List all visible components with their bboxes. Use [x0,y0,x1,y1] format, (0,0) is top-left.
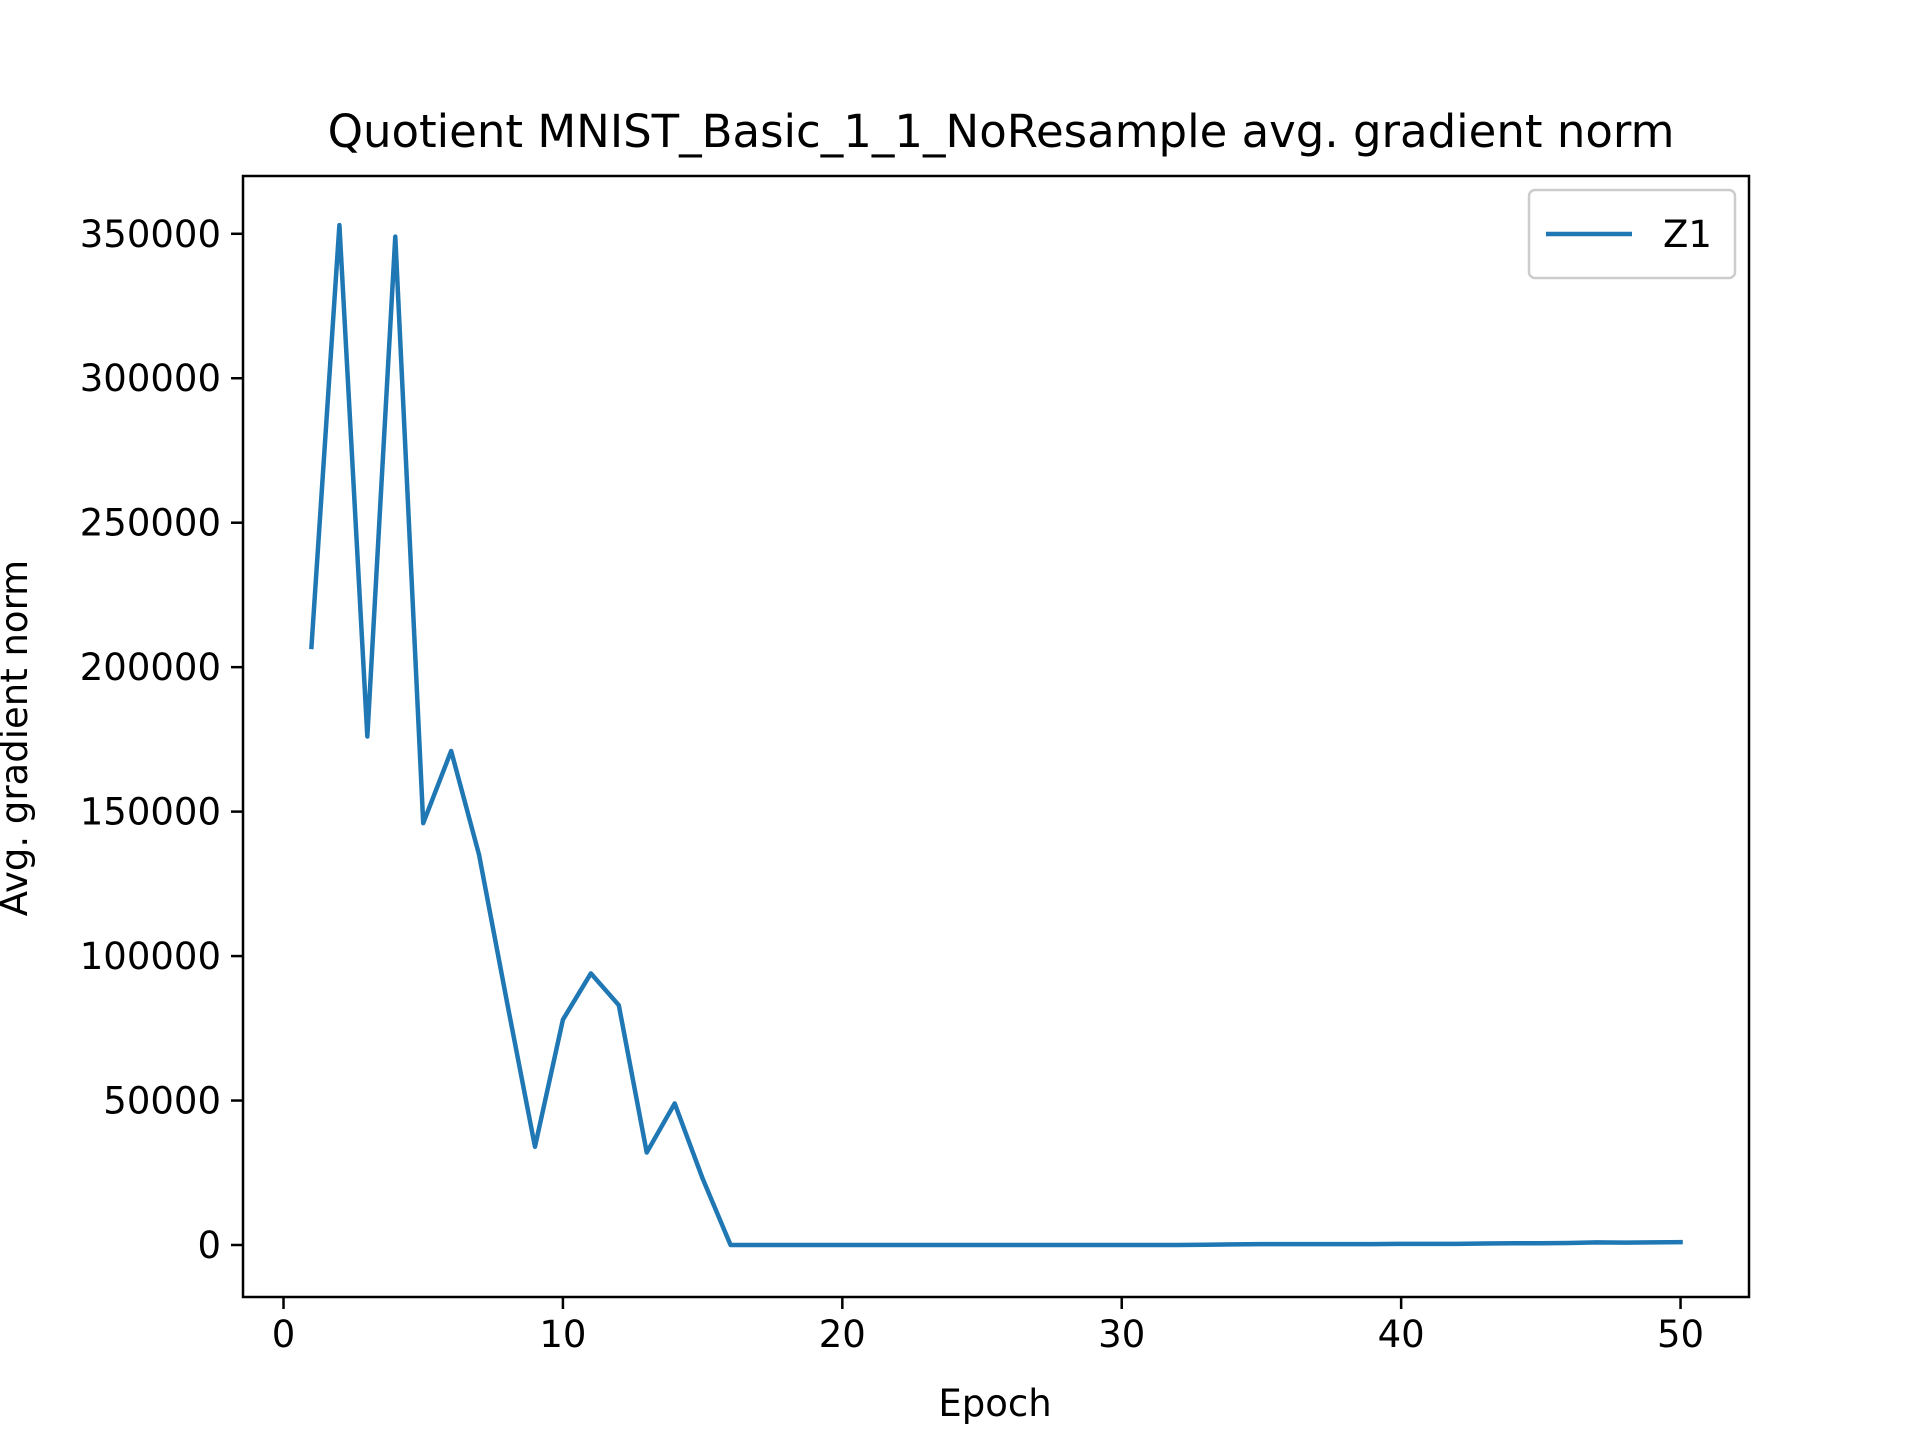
y-tick-label: 350000 [80,213,221,256]
x-tick-label: 10 [539,1313,586,1356]
plot-frame [241,174,1751,1299]
x-tick-label: 50 [1657,1313,1704,1356]
y-tick-label: 0 [197,1224,221,1267]
x-tick-label: 20 [819,1313,866,1356]
y-tick-label: 250000 [80,502,221,545]
y-tick-label: 300000 [80,357,221,400]
legend: Z1 [1527,188,1737,280]
series-line-z1 [309,222,1683,1248]
chart-title: Quotient MNIST_Basic_1_1_NoResample avg.… [328,105,1675,158]
y-axis-label: Avg. gradient norm [0,560,36,916]
x-tick-label: 30 [1098,1313,1145,1356]
legend-label: Z1 [1663,213,1712,256]
y-tick-label: 150000 [80,791,221,834]
y-axis: 0 50000 100000 150000 200000 250000 300000 3500… [80,213,243,1267]
x-axis: 0 10 20 30 40 50 [272,1297,1704,1356]
y-tick-label: 100000 [80,935,221,978]
x-tick-label: 0 [272,1313,296,1356]
y-tick-label: 200000 [80,646,221,689]
y-tick-label: 50000 [103,1080,221,1123]
plot-area [309,222,1683,1248]
x-tick-label: 40 [1378,1313,1425,1356]
x-axis-label: Epoch [938,1382,1051,1425]
